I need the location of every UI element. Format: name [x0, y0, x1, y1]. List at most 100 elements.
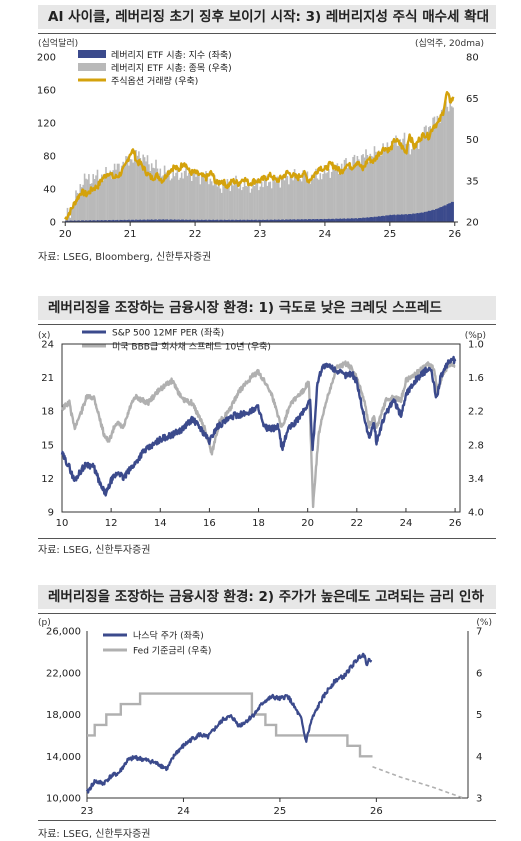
single-stock-bar: [208, 184, 210, 222]
single-stock-bar: [320, 173, 322, 222]
single-stock-bar: [444, 111, 446, 222]
single-stock-bar: [114, 164, 116, 222]
x-tick-label: 24: [177, 806, 190, 817]
single-stock-bar: [188, 173, 190, 222]
single-stock-bar: [117, 164, 119, 222]
single-stock-bar: [439, 123, 441, 222]
single-stock-bar: [210, 179, 212, 222]
single-stock-bar: [288, 184, 290, 222]
single-stock-bar: [248, 183, 250, 222]
index-bar: [342, 219, 344, 222]
single-stock-bar: [140, 158, 142, 222]
single-stock-bar: [164, 166, 166, 222]
chart-3-plot: (p) (%)10,00014,00018,00022,00026,0003456…: [0, 613, 521, 823]
index-bar: [358, 218, 360, 222]
x-tick-label: 24: [400, 518, 413, 529]
single-stock-bar: [147, 155, 149, 222]
left-tick-label: 18: [41, 407, 54, 418]
index-bar: [441, 207, 443, 222]
single-stock-bar: [347, 168, 349, 222]
single-stock-bar: [268, 182, 270, 222]
single-stock-bar: [385, 149, 387, 223]
index-bar: [408, 214, 410, 222]
single-stock-bar: [407, 144, 409, 222]
index-bar: [425, 212, 427, 222]
index-bar: [445, 205, 447, 222]
x-tick-label: 20: [301, 518, 314, 529]
index-bar: [392, 215, 394, 222]
single-stock-bar: [155, 160, 157, 222]
single-stock-bar: [431, 130, 433, 222]
single-stock-bar: [274, 175, 276, 222]
single-stock-bar: [445, 102, 447, 223]
single-stock-bar: [168, 170, 170, 222]
single-stock-bar: [424, 127, 426, 222]
left-tick-label: 200: [37, 53, 56, 64]
single-stock-bar: [215, 179, 217, 222]
index-bar: [418, 213, 420, 222]
index-bar: [438, 208, 440, 222]
index-bar: [379, 217, 381, 223]
single-stock-bar: [282, 176, 284, 222]
single-stock-bar: [389, 151, 391, 222]
index-bar: [447, 204, 449, 222]
index-bar: [404, 214, 406, 222]
single-stock-bar: [220, 189, 222, 223]
index-bar: [401, 214, 403, 222]
single-stock-bar: [398, 146, 400, 222]
single-stock-bar: [167, 174, 169, 223]
single-stock-bar: [251, 189, 253, 222]
index-bar: [370, 217, 372, 222]
right-tick-label: 4.0: [468, 508, 484, 519]
index-bar: [428, 211, 430, 222]
x-tick-label: 26: [448, 229, 461, 240]
legend-label-single: 레버리지 ETF 시총: 종목 (우축): [111, 63, 232, 74]
index-bar: [398, 215, 400, 222]
single-stock-bar: [350, 163, 352, 222]
single-stock-bar: [200, 184, 202, 222]
single-stock-bar: [128, 166, 130, 222]
x-tick-label: 16: [203, 518, 216, 529]
single-stock-bar: [304, 174, 306, 222]
single-stock-bar: [358, 159, 360, 222]
single-stock-bar: [87, 179, 89, 222]
right-tick-label: 80: [466, 53, 479, 64]
right-tick-label: 35: [466, 176, 479, 187]
left-tick-label: 12: [41, 474, 54, 485]
index-bar: [449, 203, 451, 222]
single-stock-bar: [97, 170, 99, 222]
single-stock-bar: [395, 136, 397, 223]
index-bar: [409, 214, 411, 222]
chart-2-title: 레버리징을 조장하는 금융시장 환경: 1) 극도로 낮은 크레딧 스프레드: [38, 296, 496, 320]
single-stock-bar: [284, 180, 286, 222]
single-stock-bar: [300, 179, 302, 222]
chart-2-bottom-rule: [38, 538, 496, 539]
single-stock-bar: [387, 142, 389, 222]
single-stock-bar: [212, 185, 214, 222]
single-stock-bar: [371, 156, 373, 222]
x-tick-label: 22: [350, 518, 363, 529]
single-stock-bar: [242, 187, 244, 222]
single-stock-bar: [399, 139, 401, 222]
single-stock-bar: [225, 186, 227, 222]
index-bar: [335, 219, 337, 222]
index-bar: [387, 215, 389, 222]
single-stock-bar: [175, 173, 177, 222]
single-stock-bar: [292, 180, 294, 222]
chart-panel-1: AI 사이클, 레버리징 초기 징후 보이기 시작: 3) 레버리지성 주식 매…: [0, 0, 521, 265]
single-stock-bar: [428, 127, 430, 222]
single-stock-bar: [231, 182, 233, 222]
left-tick-label: 22,000: [46, 668, 81, 679]
single-stock-bar: [372, 157, 374, 222]
single-stock-bar: [224, 184, 226, 222]
left-tick-label: 26,000: [46, 627, 81, 638]
single-stock-bar: [318, 180, 320, 222]
single-stock-bar: [204, 180, 206, 223]
index-bar: [422, 213, 424, 222]
index-bar: [395, 215, 397, 222]
single-stock-bar: [211, 181, 213, 222]
single-stock-bar: [265, 176, 267, 222]
single-stock-bar: [132, 163, 134, 222]
right-tick-label: 1.6: [468, 373, 484, 384]
single-stock-bar: [85, 179, 87, 222]
